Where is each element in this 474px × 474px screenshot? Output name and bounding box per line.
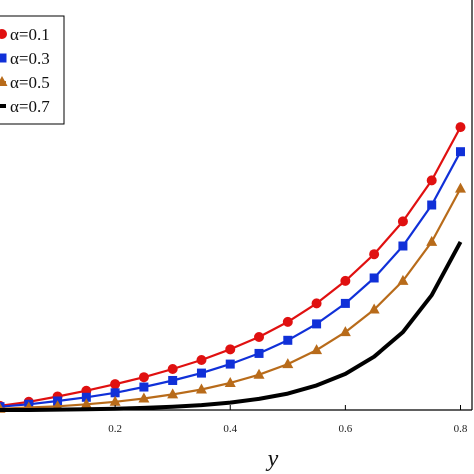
data-point bbox=[0, 53, 7, 63]
data-point bbox=[196, 368, 206, 378]
legend-box bbox=[0, 15, 65, 125]
data-point bbox=[253, 368, 265, 379]
legend-label: α=0.1 bbox=[10, 25, 50, 44]
data-point bbox=[369, 249, 380, 260]
data-point bbox=[455, 122, 466, 133]
data-point bbox=[167, 388, 179, 399]
data-point bbox=[81, 392, 91, 402]
data-point bbox=[0, 76, 8, 86]
x-tick-label: 0.6 bbox=[338, 423, 352, 435]
data-point bbox=[282, 358, 294, 369]
data-point bbox=[254, 332, 265, 343]
x-axis-title: y bbox=[266, 446, 279, 472]
data-point bbox=[80, 398, 92, 409]
data-point bbox=[454, 182, 466, 193]
data-point bbox=[224, 376, 236, 387]
data-point bbox=[254, 348, 264, 358]
legend-label: α=0.5 bbox=[10, 73, 50, 92]
series-line bbox=[0, 188, 462, 410]
data-point bbox=[340, 275, 351, 286]
data-point bbox=[427, 200, 437, 210]
data-point bbox=[426, 235, 438, 246]
data-point bbox=[398, 241, 408, 251]
series-2 bbox=[0, 147, 465, 412]
data-point bbox=[138, 372, 149, 383]
data-point bbox=[109, 395, 121, 406]
data-point bbox=[0, 402, 5, 412]
data-point bbox=[110, 388, 120, 398]
data-point bbox=[167, 364, 178, 374]
data-point bbox=[195, 383, 207, 394]
data-point bbox=[110, 379, 121, 390]
data-point bbox=[397, 274, 409, 285]
data-point bbox=[312, 319, 322, 329]
x-tick-label: 0.8 bbox=[454, 423, 468, 435]
data-point bbox=[138, 392, 150, 403]
legend-label: α=0.7 bbox=[10, 97, 50, 116]
x-tick-label: 0.4 bbox=[223, 423, 237, 435]
series-3 bbox=[0, 182, 466, 413]
data-point bbox=[340, 298, 350, 308]
legend: α=0.1 α=0.3 α=0.5 α=0.7 bbox=[0, 15, 65, 125]
series-line bbox=[0, 240, 463, 412]
data-point bbox=[282, 316, 293, 327]
data-point bbox=[196, 354, 207, 365]
series-4 bbox=[0, 240, 463, 412]
data-point bbox=[311, 298, 322, 309]
data-point bbox=[225, 359, 235, 369]
legend-label: α=0.3 bbox=[10, 49, 50, 68]
data-point bbox=[225, 344, 236, 355]
series-layer bbox=[0, 122, 466, 413]
data-point bbox=[139, 382, 149, 392]
data-point bbox=[283, 335, 293, 345]
data-point bbox=[168, 375, 178, 385]
data-point bbox=[311, 344, 323, 355]
data-point bbox=[339, 326, 351, 337]
data-point bbox=[455, 147, 465, 157]
data-point bbox=[0, 29, 7, 39]
x-axis-ticks: 0.2 0.4 0.6 0.8 bbox=[108, 405, 468, 435]
data-point bbox=[397, 216, 408, 227]
plot-area bbox=[0, 0, 473, 411]
series-1 bbox=[0, 122, 466, 411]
data-point bbox=[369, 273, 379, 283]
data-point bbox=[368, 303, 380, 314]
x-tick-label: 0.2 bbox=[108, 423, 122, 435]
data-point bbox=[426, 175, 437, 186]
